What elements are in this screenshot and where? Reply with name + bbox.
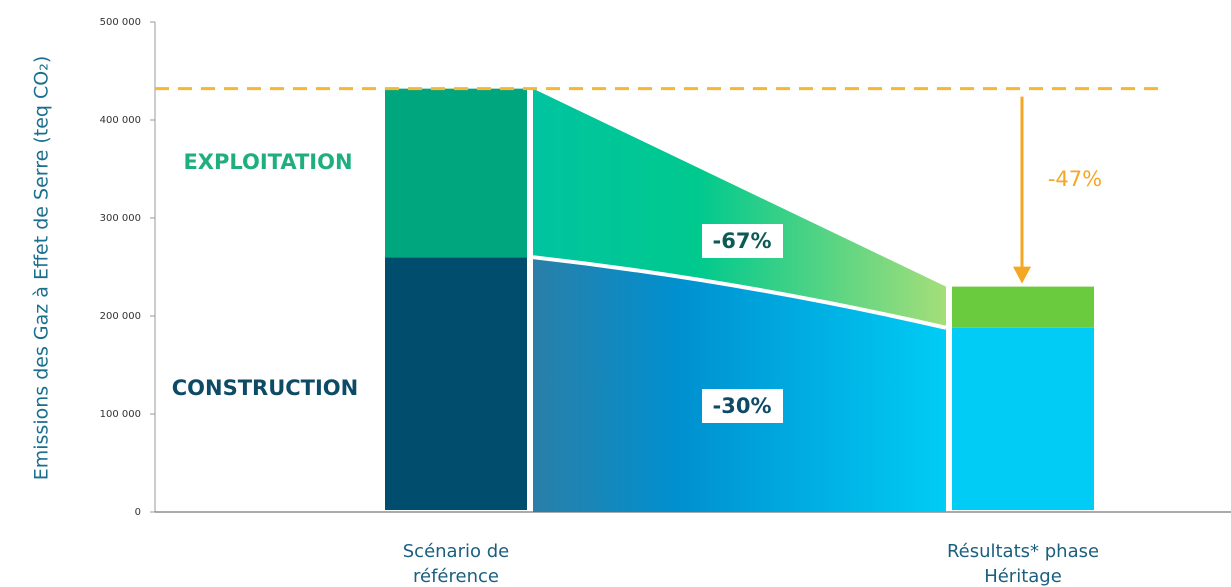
bar-segment bbox=[952, 286, 1094, 328]
bar-segment bbox=[385, 257, 527, 510]
arrow-head bbox=[1013, 266, 1031, 284]
annotation-box bbox=[702, 224, 783, 258]
x-tick-label: référence bbox=[413, 566, 499, 587]
y-tick-label: 200 000 bbox=[100, 311, 141, 322]
annotation: -30% bbox=[713, 394, 772, 418]
bar-segment bbox=[385, 88, 527, 258]
series-label: EXPLOITATION bbox=[183, 150, 352, 174]
annotation-box bbox=[702, 389, 783, 423]
series-label: CONSTRUCTION bbox=[172, 376, 359, 400]
annotation: -67% bbox=[713, 229, 772, 253]
y-tick-label: 400 000 bbox=[100, 115, 141, 126]
flow-separator bbox=[532, 255, 947, 330]
y-axis-label: Emissions des Gaz à Effet de Serre (teq … bbox=[31, 56, 53, 481]
bar-segment bbox=[952, 327, 1094, 510]
y-tick-label: 500 000 bbox=[100, 17, 141, 28]
construction-flow bbox=[533, 257, 946, 512]
exploitation-flow bbox=[533, 88, 946, 328]
annotation: -47% bbox=[1048, 167, 1102, 191]
y-tick-label: 300 000 bbox=[100, 213, 141, 224]
x-tick-label: Résultats* phase bbox=[947, 541, 1099, 562]
x-tick-label: Scénario de bbox=[403, 541, 509, 562]
y-tick-label: 100 000 bbox=[100, 409, 141, 420]
x-tick-label: Héritage bbox=[984, 566, 1062, 587]
y-tick-label: 0 bbox=[135, 507, 141, 518]
